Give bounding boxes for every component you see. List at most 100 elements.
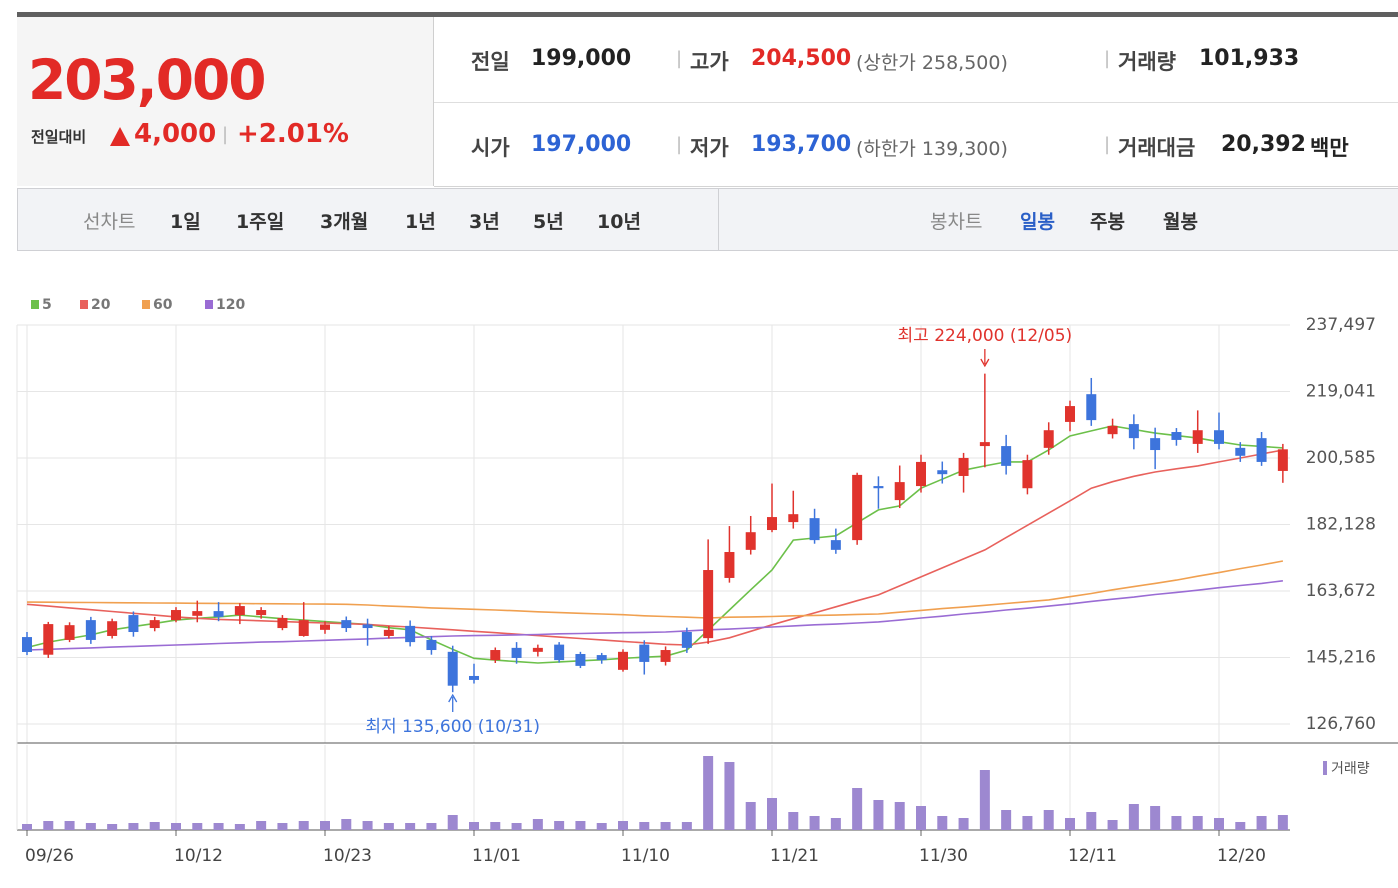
tab[interactable]: 월봉 bbox=[1163, 211, 1198, 233]
change-label: 전일대비 bbox=[31, 128, 87, 146]
volume-bar bbox=[426, 823, 437, 830]
candle-body bbox=[447, 651, 458, 686]
candle-body bbox=[639, 644, 650, 662]
candle-body bbox=[532, 647, 543, 652]
volume-bar bbox=[937, 816, 948, 830]
volume-bar bbox=[1150, 806, 1161, 830]
top-bar bbox=[17, 12, 1398, 17]
volume-bar bbox=[1022, 816, 1033, 830]
volume-bar bbox=[1001, 810, 1012, 830]
volume-bar bbox=[639, 822, 650, 830]
volume-bar bbox=[511, 823, 522, 830]
tab[interactable]: 1주일 bbox=[236, 211, 285, 233]
volume-bar bbox=[703, 756, 714, 830]
value: 101,933 bbox=[1199, 46, 1300, 71]
candle-body bbox=[618, 651, 628, 670]
x-tick-label: 11/10 bbox=[621, 846, 670, 866]
candle-body bbox=[405, 625, 416, 643]
volume-bar bbox=[320, 821, 330, 830]
candle-body bbox=[341, 620, 352, 629]
change-rate: +2.01% bbox=[237, 119, 349, 149]
volume-bar bbox=[341, 819, 352, 830]
candle-body bbox=[767, 517, 777, 531]
candle-body bbox=[596, 655, 607, 661]
x-tick-label: 10/23 bbox=[323, 846, 372, 866]
volume-bar bbox=[107, 824, 118, 830]
volume-bar bbox=[469, 822, 479, 830]
volume-bar bbox=[405, 823, 416, 830]
y-tick-label: 163,672 bbox=[1306, 581, 1376, 601]
unit: 백만 bbox=[1310, 136, 1349, 160]
volume-bar bbox=[149, 822, 160, 830]
tab[interactable]: 일봉 bbox=[1020, 211, 1055, 233]
volume-bar bbox=[256, 821, 267, 830]
y-tick-label: 126,760 bbox=[1306, 714, 1376, 734]
candle-body bbox=[171, 610, 181, 621]
volume-bar bbox=[532, 819, 543, 830]
legend-swatch bbox=[142, 300, 150, 309]
y-tick-label: 182,128 bbox=[1306, 515, 1376, 535]
candle-body bbox=[426, 639, 437, 651]
tab[interactable]: 3개월 bbox=[320, 211, 369, 233]
candle-body bbox=[1065, 406, 1075, 422]
candle-body bbox=[298, 620, 309, 636]
volume-bar bbox=[43, 821, 54, 830]
tab[interactable]: 1일 bbox=[170, 211, 201, 233]
separator: | bbox=[676, 134, 683, 155]
candle-body bbox=[1171, 432, 1182, 440]
candle-body bbox=[320, 624, 330, 630]
label: 전일 bbox=[471, 50, 510, 74]
volume-bar bbox=[213, 823, 224, 830]
volume-bar bbox=[85, 823, 96, 830]
volume-bar bbox=[894, 802, 905, 830]
x-tick-label: 12/20 bbox=[1217, 846, 1266, 866]
volume-bar bbox=[1277, 815, 1288, 830]
volume-bar bbox=[852, 788, 863, 830]
candle-body bbox=[1150, 438, 1161, 451]
candle-body bbox=[554, 644, 565, 661]
price-box bbox=[17, 17, 434, 186]
y-tick-label: 200,585 bbox=[1306, 448, 1376, 468]
volume-bar bbox=[128, 823, 139, 830]
tab[interactable]: 주봉 bbox=[1090, 211, 1125, 233]
annotation: 최저 135,600 (10/31) bbox=[365, 717, 540, 737]
annotation-arrow bbox=[980, 358, 990, 368]
volume-bar bbox=[362, 821, 373, 830]
candle-body bbox=[234, 606, 245, 616]
tab[interactable]: 3년 bbox=[469, 211, 500, 233]
note: (하한가 139,300) bbox=[856, 138, 1008, 160]
tab[interactable]: 5년 bbox=[533, 211, 564, 233]
volume-bar bbox=[1065, 818, 1075, 830]
y-tick-label: 219,041 bbox=[1306, 382, 1376, 402]
value: 204,500 bbox=[751, 46, 852, 71]
volume-bar bbox=[1192, 816, 1203, 830]
volume-bar bbox=[767, 798, 777, 830]
x-tick-label: 10/12 bbox=[174, 846, 223, 866]
candle-body bbox=[383, 629, 394, 636]
legend-swatch bbox=[205, 300, 213, 309]
volume-bar bbox=[277, 823, 288, 830]
volume-bar bbox=[447, 815, 458, 830]
candle-body bbox=[703, 570, 714, 639]
candle-body bbox=[681, 632, 692, 648]
candle-body bbox=[1022, 460, 1033, 489]
candle-body bbox=[85, 620, 96, 640]
label: 거래대금 bbox=[1118, 136, 1196, 160]
candle-body bbox=[362, 624, 373, 629]
volume-bar bbox=[596, 823, 607, 830]
candle-body bbox=[830, 540, 841, 550]
candle-body bbox=[809, 518, 820, 541]
candle-body bbox=[873, 486, 884, 489]
tab[interactable]: 1년 bbox=[405, 211, 436, 233]
legend-swatch bbox=[80, 300, 88, 309]
candle-body bbox=[469, 675, 479, 680]
legend-swatch bbox=[1323, 761, 1327, 775]
up-triangle bbox=[110, 127, 130, 146]
volume-bar bbox=[64, 821, 75, 830]
candle-body bbox=[43, 624, 54, 655]
candle-body bbox=[1107, 425, 1118, 435]
annotation-arrow bbox=[448, 693, 458, 703]
y-tick-label: 237,497 bbox=[1306, 315, 1376, 335]
tab[interactable]: 10년 bbox=[597, 211, 641, 233]
label: 시가 bbox=[471, 136, 510, 160]
